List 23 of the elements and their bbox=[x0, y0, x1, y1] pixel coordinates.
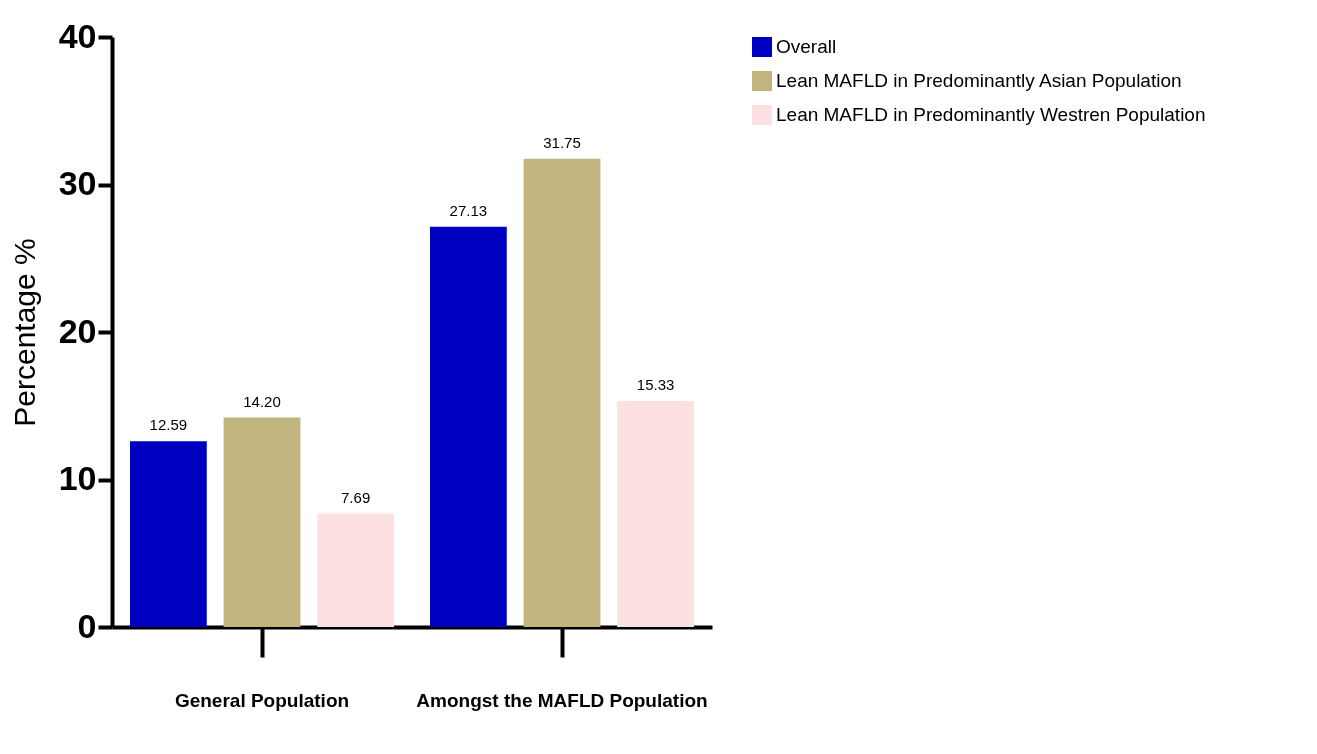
y-tick-label: 10 bbox=[58, 459, 97, 497]
data-label: 12.59 bbox=[149, 416, 188, 434]
legend-label: Overall bbox=[776, 36, 837, 57]
data-label: 27.13 bbox=[449, 201, 488, 219]
bar bbox=[130, 441, 207, 627]
y-tick-label: 40 bbox=[58, 16, 97, 55]
y-tick-label: 20 bbox=[58, 311, 97, 350]
bar bbox=[617, 400, 694, 627]
y-tick-label: 30 bbox=[58, 164, 97, 202]
data-label: 15.33 bbox=[636, 375, 675, 393]
data-label: 31.75 bbox=[543, 133, 581, 151]
bar bbox=[430, 226, 507, 627]
y-axis-title: Percentage % bbox=[7, 238, 41, 427]
data-label: 7.69 bbox=[341, 488, 371, 506]
legend-label: Lean MAFLD in Predominantly Westren Population bbox=[776, 104, 1206, 125]
y-tick-label: 0 bbox=[77, 606, 97, 645]
bar bbox=[523, 158, 601, 627]
bar bbox=[223, 417, 301, 627]
x-tick-label: Amongst the MAFLD Population bbox=[416, 689, 708, 711]
legend-label: Lean MAFLD in Predominantly Asian Population bbox=[776, 70, 1182, 91]
bar bbox=[317, 513, 394, 627]
data-label: 14.20 bbox=[243, 392, 281, 410]
x-tick-label: General Population bbox=[174, 689, 350, 711]
